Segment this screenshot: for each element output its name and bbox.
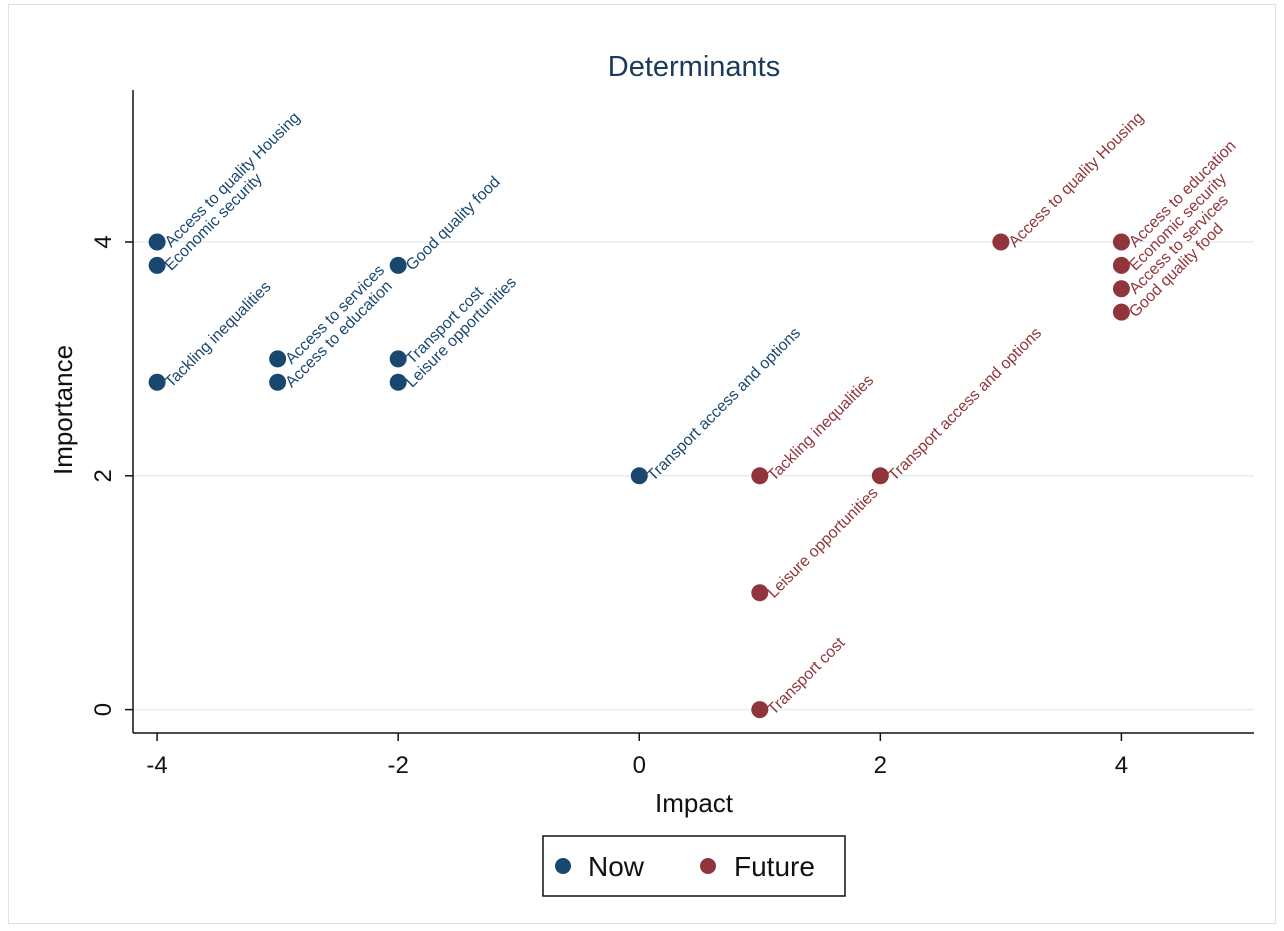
point-future [751, 701, 769, 719]
point-future [1112, 256, 1130, 274]
y-tick-label: 2 [90, 469, 117, 482]
point-label: Leisure opportunities [403, 274, 520, 391]
point-now [389, 256, 407, 274]
axes: -4 -2 0 2 4 0 2 4 [90, 90, 1254, 779]
point-label: Tackling inequalities [765, 372, 878, 485]
legend-marker-future [700, 858, 716, 874]
point-now [148, 256, 166, 274]
point-now [148, 373, 166, 391]
point-future [1112, 303, 1130, 321]
point-future [751, 467, 769, 485]
point-future [992, 233, 1010, 251]
point-now [148, 233, 166, 251]
point-future [751, 584, 769, 602]
point-label: Access to education [282, 278, 395, 391]
legend-label-future: Future [734, 851, 815, 882]
chart-frame [8, 4, 1276, 924]
legend-label-now: Now [588, 851, 645, 882]
point-now [630, 467, 648, 485]
chart-title: Determinants [608, 51, 780, 83]
data-points [148, 233, 1130, 719]
point-future [1112, 233, 1130, 251]
point-label: Access to services [282, 262, 388, 368]
x-axis-label: Impact [655, 788, 734, 818]
point-label: Leisure opportunities [765, 484, 882, 601]
point-future [1112, 280, 1130, 298]
legend: Now Future [542, 835, 846, 897]
y-tick-label: 0 [90, 703, 117, 716]
point-label: Transport cost [765, 634, 849, 718]
x-tick-label: -4 [146, 752, 167, 779]
legend-marker-now [555, 858, 571, 874]
point-label: Access to quality Housing [1006, 109, 1148, 251]
x-tick-label: 4 [1115, 752, 1128, 779]
gridlines [133, 241, 1254, 711]
x-tick-label: 0 [633, 752, 646, 779]
x-tick-label: -2 [388, 752, 409, 779]
point-label: Access to quality Housing [162, 109, 304, 251]
point-label: Good quality food [403, 173, 504, 274]
y-tick-label: 4 [90, 235, 117, 248]
point-future [871, 467, 889, 485]
point-now [269, 373, 287, 391]
point-now [269, 350, 287, 368]
y-axis-label: Importance [48, 345, 78, 475]
point-label: Tackling inequalities [162, 278, 275, 391]
point-now [389, 373, 407, 391]
x-tick-label: 2 [874, 752, 887, 779]
legend-box [542, 835, 846, 897]
point-label: Transport access and options [885, 325, 1045, 485]
point-now [389, 350, 407, 368]
